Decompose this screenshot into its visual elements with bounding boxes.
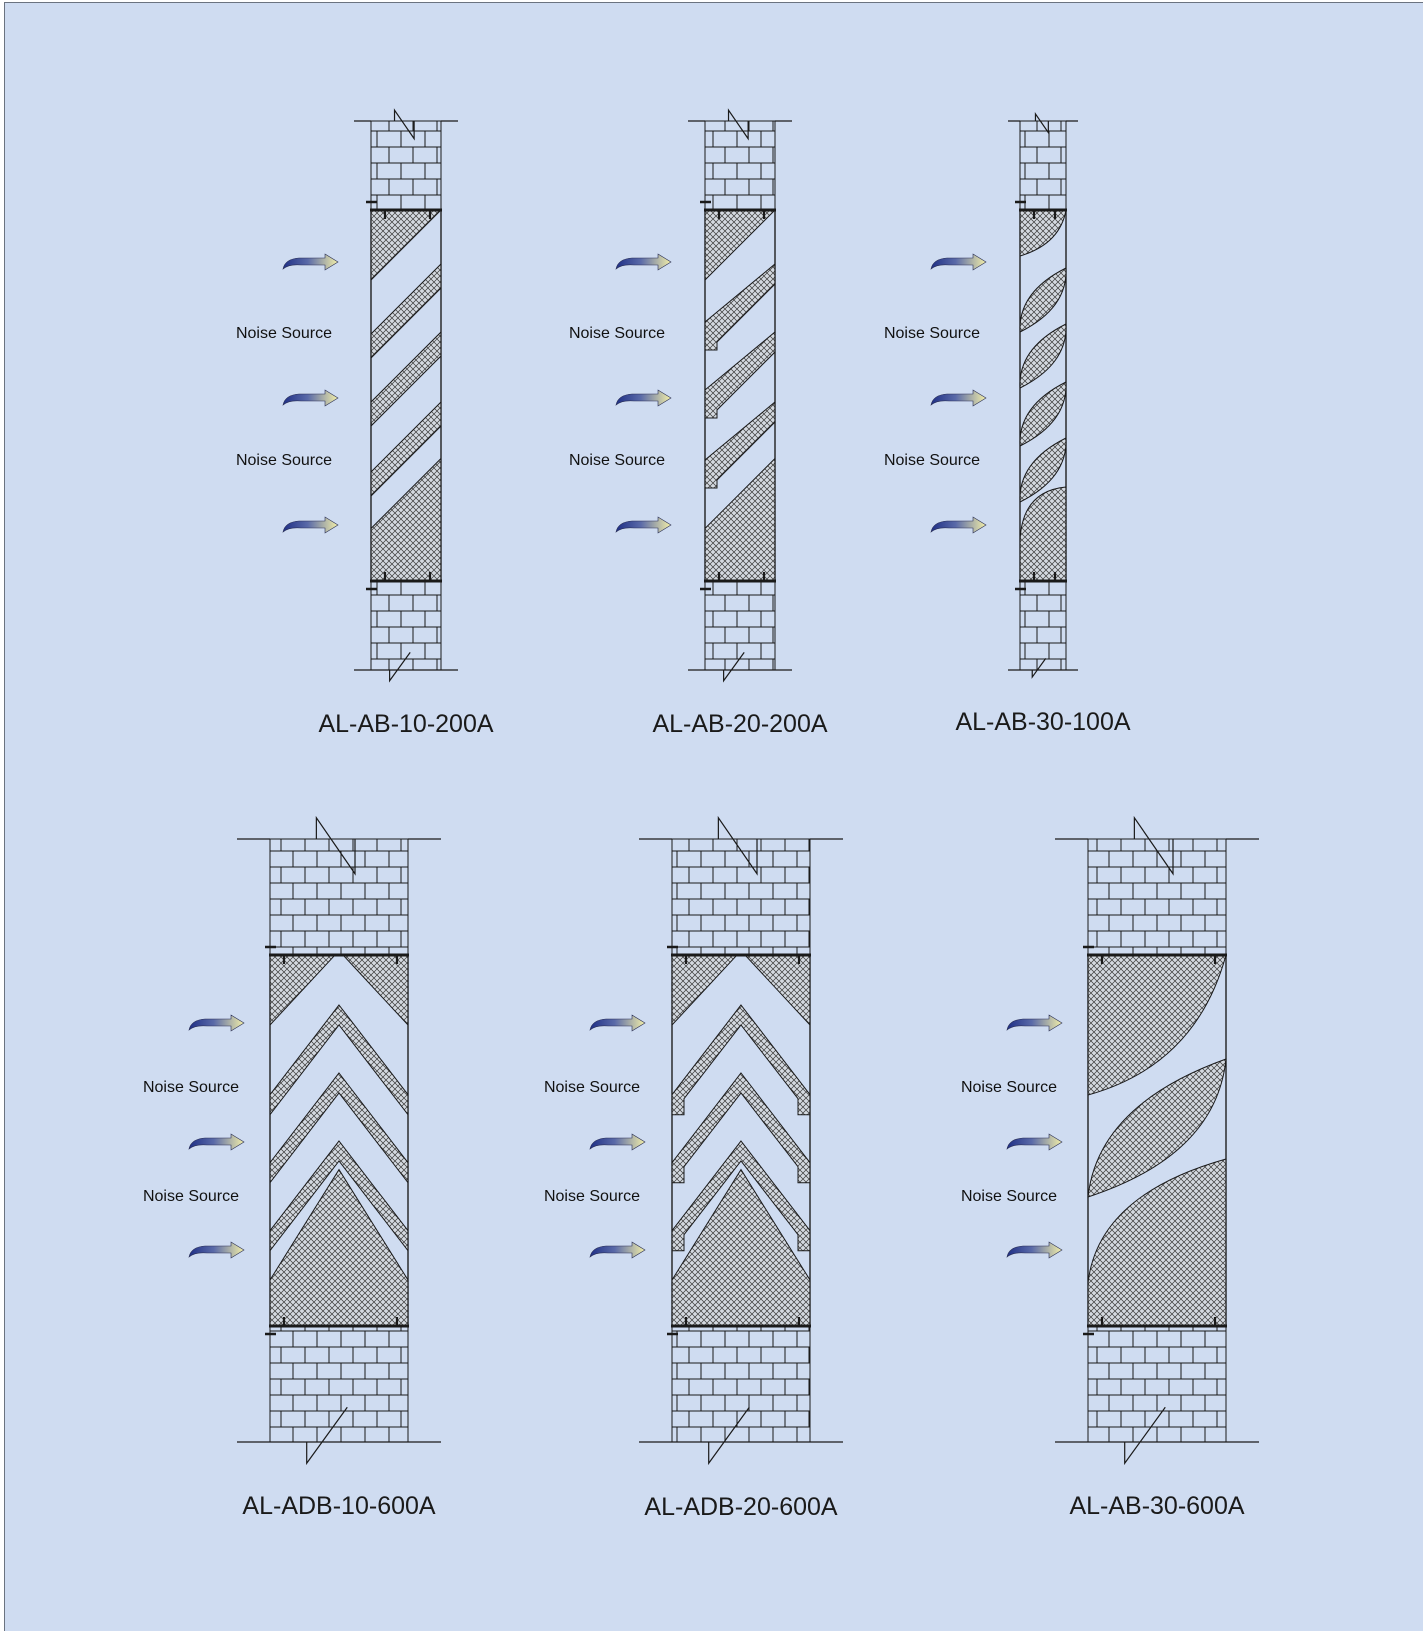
frame-bolt [684,955,801,964]
frame-bolt [383,572,432,581]
sound-arrow-icon [930,253,987,271]
acoustic-blade [1087,954,1227,1096]
brick-wall-section [1019,120,1067,211]
panel-al-ab-30-600a: Noise Source Noise Source AL-AB-30-600A [961,815,1259,1520]
sound-arrow-icon [282,389,339,407]
frame-bolt [1032,210,1057,219]
break-symbol-top [1008,111,1078,135]
panel-al-adb-20-600a: Noise Source Noise Source AL-ADB-20-600A [544,815,843,1521]
frame-bolt [684,1317,801,1326]
sound-arrow-icon [1006,1241,1063,1259]
break-symbol-bottom [237,1406,441,1466]
noise-source-label: Noise Source [143,1079,239,1096]
break-symbol-top [354,108,458,141]
panel-al-adb-10-600a: Noise Source Noise Source AL-ADB-10-600A [143,815,441,1520]
frame-bolt [717,572,766,581]
panel-al-ab-30-100a: Noise Source Noise Source AL-AB-30-100A [884,111,1131,736]
noise-source-label: Noise Source [884,452,980,469]
sound-arrow-icon [1006,1014,1063,1032]
brick-wall-section [370,120,442,211]
sound-arrow-icon [589,1014,646,1032]
noise-source-label: Noise Source [544,1188,640,1205]
break-symbol-bottom [1055,1406,1259,1466]
frame-rail [704,579,776,583]
frame-rail [1019,579,1067,583]
sound-arrow-icon [1006,1133,1063,1151]
noise-source-label: Noise Source [961,1079,1057,1096]
frame-bolt [282,955,399,964]
model-label: AL-AB-30-100A [955,708,1130,736]
model-label: AL-ADB-10-600A [242,1492,435,1520]
brick-wall-section [1087,838,1227,956]
sound-arrow-icon [930,389,987,407]
frame-rail [370,579,442,583]
brick-wall-section [1019,580,1067,671]
break-symbol-top [1055,815,1259,876]
noise-source-label: Noise Source [544,1079,640,1096]
brick-wall-section [704,120,776,211]
break-symbol-top [688,108,792,141]
frame-rail [370,208,442,212]
noise-source-label: Noise Source [884,325,980,342]
sound-arrow-icon [188,1241,245,1259]
brick-wall-section [671,1325,811,1443]
sound-arrow-icon [188,1133,245,1151]
brick-wall-section [269,1325,409,1443]
sound-arrow-icon [615,253,672,271]
frame-rail [1087,1324,1227,1328]
model-label: AL-AB-20-200A [652,710,827,738]
noise-source-label: Noise Source [569,452,665,469]
break-symbol-bottom [688,652,792,683]
sound-arrow-icon [188,1014,245,1032]
brick-wall-section [1087,1325,1227,1443]
brick-wall-section [704,580,776,671]
frame-rail [269,1324,409,1328]
frame-bolt [1100,955,1217,964]
sound-arrow-icon [282,253,339,271]
brick-wall-section [370,580,442,671]
frame-rail [1087,953,1227,957]
frame-rail [671,1324,811,1328]
brick-wall-section [671,838,811,956]
drawing-canvas: Noise Source Noise Source AL-AB-10-200A Noi… [4,2,1423,1631]
sound-arrow-icon [930,516,987,534]
model-label: AL-AB-30-600A [1069,1492,1244,1520]
frame-rail [704,208,776,212]
sound-arrow-icon [615,389,672,407]
break-symbol-top [639,815,843,876]
panel-al-ab-20-200a: Noise Source Noise Source AL-AB-20-200A [569,108,828,738]
frame-bolt [383,210,432,219]
noise-source-label: Noise Source [236,325,332,342]
break-symbol-bottom [1008,658,1078,679]
noise-source-label: Noise Source [143,1188,239,1205]
brick-wall-section [269,838,409,956]
frame-rail [671,953,811,957]
model-label: AL-AB-10-200A [318,710,493,738]
frame-rail [1019,208,1067,212]
noise-source-label: Noise Source [569,325,665,342]
frame-bolt [282,1317,399,1326]
frame-bolt [717,210,766,219]
sound-arrow-icon [589,1133,646,1151]
sound-arrow-icon [589,1241,646,1259]
break-symbol-top [237,815,441,876]
break-symbol-bottom [354,652,458,683]
panel-al-ab-10-200a: Noise Source Noise Source AL-AB-10-200A [236,108,494,738]
sound-arrow-icon [282,516,339,534]
model-label: AL-ADB-20-600A [644,1493,837,1521]
frame-bolt [1100,1317,1217,1326]
sound-arrow-icon [615,516,672,534]
frame-rail [269,953,409,957]
break-symbol-bottom [639,1406,843,1466]
frame-bolt [1032,572,1057,581]
noise-source-label: Noise Source [961,1188,1057,1205]
noise-source-label: Noise Source [236,452,332,469]
